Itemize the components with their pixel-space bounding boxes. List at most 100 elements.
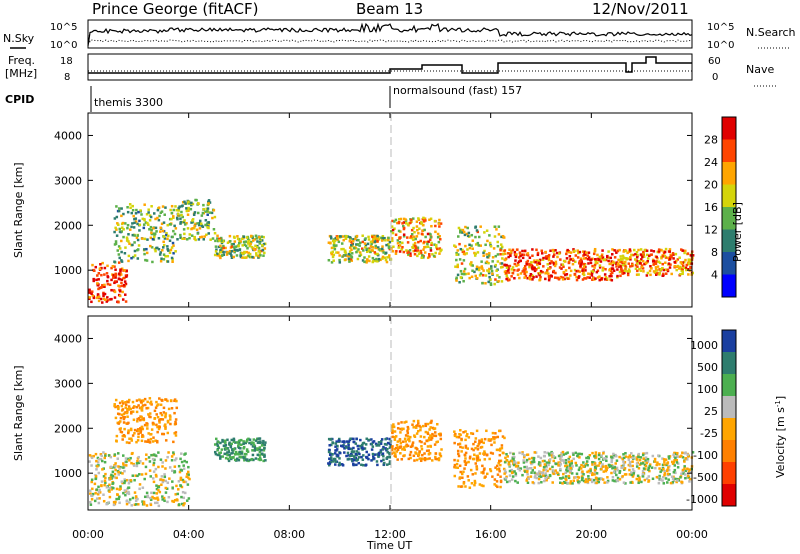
power-point xyxy=(410,218,413,222)
velocity-point xyxy=(611,466,615,470)
power-point xyxy=(117,284,120,288)
velocity-point xyxy=(543,466,546,469)
velocity-point xyxy=(135,399,139,402)
velocity-point xyxy=(371,452,375,456)
velocity-point xyxy=(173,411,176,415)
power-point xyxy=(547,258,551,262)
velocity-point xyxy=(242,456,245,460)
power-point xyxy=(518,276,521,280)
velocity-point xyxy=(434,434,438,438)
power-point xyxy=(430,241,433,245)
velocity-point xyxy=(495,464,499,468)
velocity-point xyxy=(464,430,467,433)
velocity-point xyxy=(567,476,571,480)
velocity-point xyxy=(98,497,101,500)
velocity-point xyxy=(131,410,135,413)
velocity-point xyxy=(586,463,589,467)
velocity-point xyxy=(127,429,130,432)
velocity-point xyxy=(666,461,670,464)
power-point xyxy=(651,260,655,263)
velocity-point xyxy=(687,476,691,479)
power-point xyxy=(368,247,371,250)
velocity-point xyxy=(166,421,170,424)
velocity-point xyxy=(337,439,341,442)
power-point xyxy=(165,233,168,237)
velocity-point xyxy=(88,489,92,492)
velocity-point xyxy=(108,486,111,490)
velocity-point xyxy=(673,464,677,467)
velocity-point xyxy=(226,438,229,442)
velocity-point xyxy=(622,453,625,456)
power-point xyxy=(122,228,125,231)
power-point xyxy=(118,277,121,281)
power-point xyxy=(595,270,599,274)
power-point xyxy=(523,272,526,276)
velocity-point xyxy=(219,455,222,458)
power-point xyxy=(594,258,597,261)
power-point xyxy=(619,274,622,278)
velocity-point xyxy=(352,450,356,453)
power-point xyxy=(113,265,116,268)
power-point xyxy=(597,258,601,261)
power-point xyxy=(428,252,431,256)
velocity-point xyxy=(525,460,528,464)
velocity-point xyxy=(112,486,115,490)
power-point xyxy=(329,235,333,238)
velocity-point xyxy=(388,442,392,446)
power-point xyxy=(343,249,347,252)
velocity-point xyxy=(595,472,599,475)
velocity-point xyxy=(145,453,148,456)
power-point xyxy=(656,272,659,275)
velocity-point xyxy=(412,426,415,429)
velocity-point xyxy=(437,457,441,460)
velocity-point xyxy=(650,466,654,469)
power-point xyxy=(500,262,504,265)
velocity-point xyxy=(142,417,145,420)
velocity-point xyxy=(644,467,647,471)
power-point xyxy=(330,237,333,240)
velocity-point xyxy=(475,467,479,471)
power-point xyxy=(497,280,500,283)
velocity-point xyxy=(162,478,165,482)
velocity-point xyxy=(605,466,608,470)
power-point xyxy=(429,249,433,252)
power-point xyxy=(88,297,91,300)
power-point xyxy=(118,256,121,260)
power-point xyxy=(556,276,559,280)
power-point xyxy=(164,206,167,209)
velocity-point xyxy=(128,406,131,410)
power-point xyxy=(685,268,688,272)
power-point xyxy=(94,265,98,269)
power-point xyxy=(540,252,544,255)
power-point xyxy=(471,264,475,267)
power-point xyxy=(191,202,195,206)
power-point xyxy=(344,254,348,257)
velocity-point xyxy=(151,477,155,480)
velocity-point xyxy=(591,471,594,475)
velocity-point xyxy=(629,455,633,459)
power-point xyxy=(409,221,412,225)
velocity-point xyxy=(512,457,515,461)
velocity-point xyxy=(647,480,650,483)
power-colorbar-swatch xyxy=(722,274,736,297)
velocity-point xyxy=(538,473,542,476)
velocity-point xyxy=(111,474,115,478)
velocity-point xyxy=(593,468,597,472)
power-point xyxy=(150,246,154,249)
power-point xyxy=(507,271,511,274)
velocity-point xyxy=(456,459,460,462)
power-point xyxy=(575,275,578,279)
power-point xyxy=(221,249,224,252)
velocity-colorbar-tick: 1000 xyxy=(690,339,718,352)
velocity-point xyxy=(159,478,163,481)
power-point xyxy=(463,233,467,237)
velocity-point xyxy=(120,413,124,417)
power-point xyxy=(626,257,630,261)
power-point xyxy=(554,260,558,264)
velocity-point xyxy=(170,407,174,410)
power-point xyxy=(138,219,141,223)
power-point xyxy=(381,257,384,260)
power-point xyxy=(498,276,501,279)
power-point xyxy=(459,276,463,279)
power-point xyxy=(587,272,590,275)
